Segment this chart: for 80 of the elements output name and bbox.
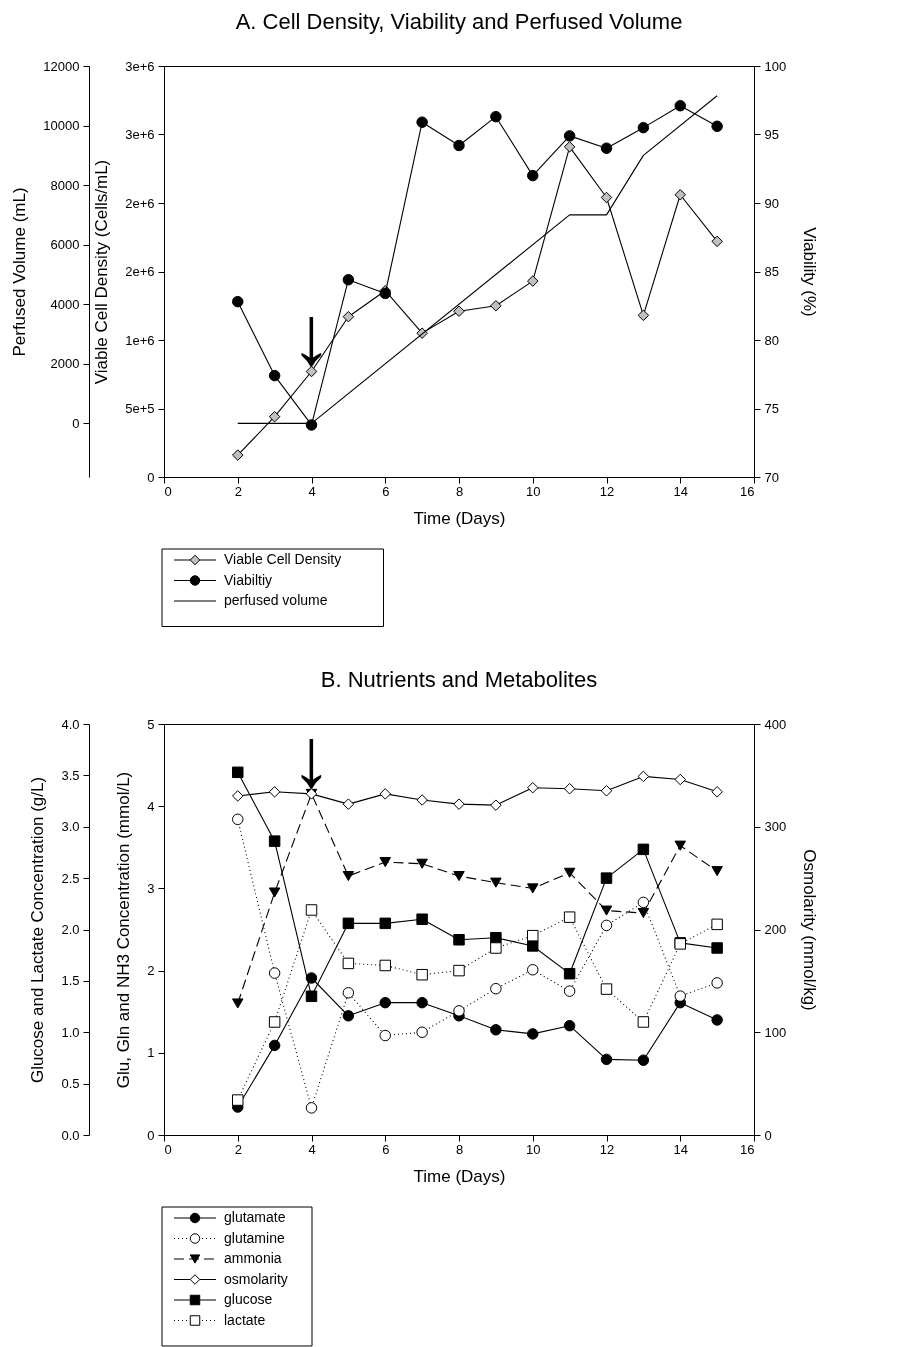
y2-axis-title: Osmolarity (mmol/kg) [800, 849, 820, 1011]
y2-tick-label: 100 [764, 58, 787, 74]
x-tick-label: 2 [234, 483, 242, 499]
y-tick-label: 2 [147, 963, 155, 979]
x-axis-title: Time (Days) [413, 1166, 506, 1186]
y2-tick-label: 100 [764, 1024, 787, 1040]
y3-tick-label: 2000 [50, 356, 80, 372]
x-tick-label: 8 [455, 1141, 464, 1157]
y2-tick-label: 400 [764, 716, 787, 732]
y-tick-label: 0 [147, 469, 155, 485]
y-tick-label: 1e+6 [125, 332, 155, 348]
x-tick-label: 14 [673, 483, 688, 499]
y3-tick-label: 4.0 [61, 716, 80, 732]
x-tick-label: 16 [740, 1141, 755, 1157]
legend-label: ammonia [224, 1250, 282, 1266]
x-tick-label: 10 [526, 483, 541, 499]
annotation: ↓ [290, 709, 333, 804]
y2-tick-label: 80 [764, 332, 779, 348]
legend-label: glutamate [224, 1209, 286, 1225]
annotation: ↓ [290, 287, 333, 382]
y3-axis-title: Perfused Volume (mL) [10, 187, 30, 357]
y3-tick-label: 1.5 [61, 973, 80, 989]
x-tick-label: 16 [740, 483, 755, 499]
y2-tick-label: 75 [764, 401, 779, 416]
y-tick-label: 3 [147, 880, 155, 896]
y-tick-label: 5e+5 [125, 401, 155, 416]
y2-tick-label: 300 [764, 819, 787, 835]
y-tick-label: 2e+6 [125, 195, 155, 211]
legend-label: Viable Cell Density [224, 551, 342, 567]
y3-axis-title: Glucose and Lactate Concentration (g/L) [28, 776, 48, 1084]
x-tick-label: 0 [164, 1141, 172, 1157]
x-tick-label: 10 [526, 1141, 541, 1157]
chart-title: B. Nutrients and Metabolites [320, 667, 598, 692]
y-tick-label: 1 [147, 1045, 155, 1061]
y3-tick-label: 2.5 [61, 870, 80, 886]
y3-tick-label: 2.0 [61, 922, 80, 937]
x-tick-label: 6 [382, 483, 390, 499]
y-axis-title: Glu, Gln and NH3 Concentration (mmol/L) [114, 771, 134, 1089]
y-tick-label: 3e+6 [125, 127, 155, 142]
chart-title: A. Cell Density, Viability and Perfused Volume [235, 9, 683, 34]
y3-tick-label: 0 [72, 415, 80, 431]
y3-tick-label: 0.0 [61, 1127, 80, 1143]
y-tick-label: 5 [147, 716, 155, 732]
x-axis-title: Time (Days) [413, 508, 506, 528]
y3-tick-label: 10000 [43, 118, 80, 134]
legend-label: Viabiltiy [224, 571, 272, 588]
y-axis-title: Viable Cell Density (Cells/mL) [92, 159, 112, 385]
y2-tick-label: 90 [764, 195, 779, 211]
legend-label: osmolarity [224, 1270, 288, 1287]
x-tick-label: 12 [599, 1141, 615, 1157]
y3-tick-label: 0.5 [61, 1076, 80, 1092]
y-tick-label: 4 [147, 798, 155, 814]
y3-tick-label: 1.0 [61, 1024, 80, 1040]
y2-tick-label: 85 [764, 264, 779, 279]
y3-tick-label: 12000 [43, 58, 80, 74]
x-tick-label: 8 [455, 483, 464, 499]
y-tick-label: 3e+6 [125, 58, 155, 74]
y3-tick-label: 6000 [50, 237, 80, 253]
x-tick-label: 14 [673, 1141, 688, 1157]
x-tick-label: 0 [164, 483, 172, 499]
x-tick-label: 4 [308, 1141, 316, 1157]
y2-tick-label: 0 [764, 1127, 772, 1143]
legend-label: perfused volume [224, 592, 328, 608]
x-tick-label: 4 [308, 483, 316, 499]
legend-label: glucose [224, 1291, 273, 1307]
y3-tick-label: 8000 [50, 177, 80, 193]
y2-tick-label: 95 [764, 127, 779, 142]
y3-tick-label: 4000 [50, 296, 80, 312]
legend-label: lactate [224, 1311, 266, 1328]
x-tick-label: 6 [382, 1141, 390, 1157]
y3-tick-label: 3.0 [61, 819, 80, 835]
x-tick-label: 2 [234, 1141, 242, 1157]
y2-tick-label: 200 [764, 922, 787, 937]
y2-tick-label: 70 [764, 469, 779, 485]
y-tick-label: 2e+6 [125, 264, 155, 279]
y-tick-label: 0 [147, 1127, 155, 1143]
y3-tick-label: 3.5 [61, 767, 80, 783]
legend-label: glutamine [224, 1229, 285, 1246]
y2-axis-title: Viability (%) [800, 227, 820, 317]
x-tick-label: 12 [599, 483, 615, 499]
